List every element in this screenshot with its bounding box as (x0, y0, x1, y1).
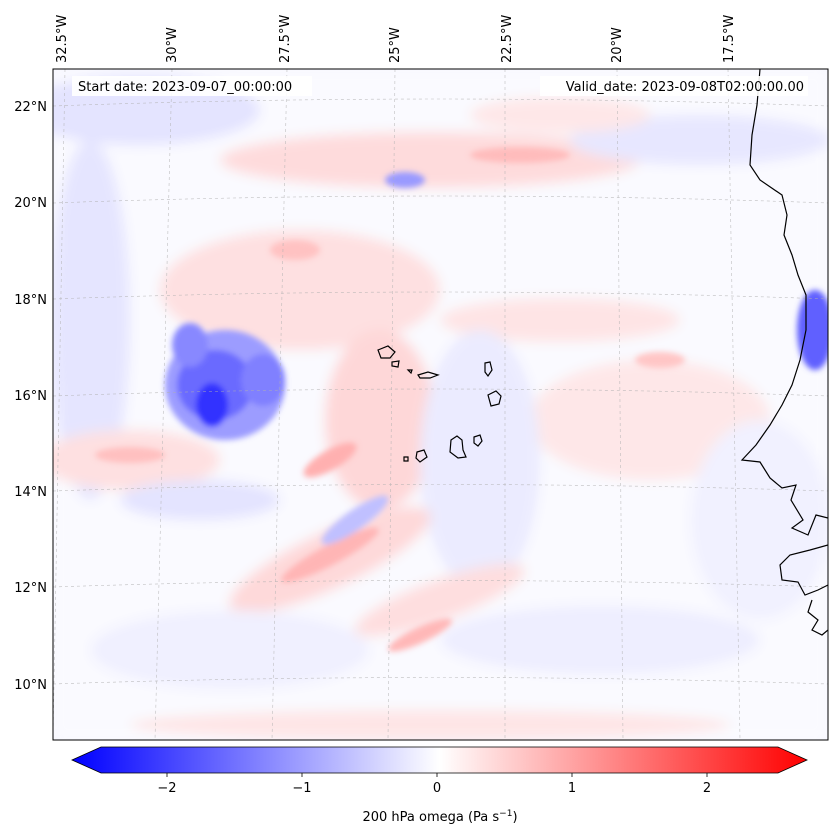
map-panel: Start date: 2023-09-07_00:00:00 Valid_da… (52, 68, 829, 741)
coastline (377, 69, 828, 636)
colorbar-tick-label: 2 (703, 781, 711, 796)
lat-label: 14°N (14, 485, 47, 500)
lon-label: 30°W (165, 27, 180, 63)
colorbar-tick-label: 1 (568, 781, 576, 796)
lat-label: 16°N (14, 389, 47, 404)
island-sao-vicente (391, 360, 400, 368)
start-date-label: Start date: 2023-09-07_00:00:00 (78, 80, 292, 95)
island-santo-antao (377, 345, 396, 359)
island-boa-vista (487, 390, 502, 407)
colorbar-tick-label: −2 (157, 781, 176, 796)
colorbar: −2 −1 0 1 2 200 hPa omega (Pa s−1) (71, 746, 808, 825)
map-frame (52, 68, 829, 741)
omega-field (53, 69, 828, 740)
colorbar-label: 200 hPa omega (Pa s−1) (362, 809, 517, 825)
lat-label: 18°N (14, 293, 47, 308)
island-sal (484, 361, 493, 378)
lon-label: 27.5°W (278, 15, 293, 63)
longitude-labels: 32.5°W 30°W 27.5°W 25°W 22.5°W 20°W 17.5… (55, 15, 737, 63)
island-maio (473, 434, 483, 447)
lon-label: 32.5°W (55, 15, 70, 63)
colorbar-tick-label: −1 (292, 781, 311, 796)
lat-label: 22°N (14, 100, 47, 115)
colorbar-tick-label: 0 (433, 781, 441, 796)
island-santiago (449, 435, 467, 459)
graticule (52, 68, 829, 741)
lon-label: 25°W (388, 27, 403, 63)
lat-label: 20°N (14, 196, 47, 211)
lon-label: 20°W (610, 27, 625, 63)
colorbar-ticks: −2 −1 0 1 2 (157, 773, 711, 796)
island-fogo (415, 449, 428, 463)
island-sao-nicolau (417, 371, 440, 379)
lon-label: 22.5°W (500, 15, 515, 63)
colorbar-bar (71, 746, 808, 774)
valid-date-box (540, 76, 808, 96)
island-santa-luzia (406, 369, 413, 375)
lon-label: 17.5°W (722, 15, 737, 63)
latitude-labels: 22°N 20°N 18°N 16°N 14°N 12°N 10°N (14, 100, 47, 693)
start-date-box (72, 76, 312, 96)
africa-coastline (740, 69, 828, 636)
island-brava (403, 456, 409, 462)
lat-label: 12°N (14, 581, 47, 596)
valid-date-label: Valid_date: 2023-09-08T02:00:00.00 (566, 80, 804, 95)
lat-label: 10°N (14, 678, 47, 693)
